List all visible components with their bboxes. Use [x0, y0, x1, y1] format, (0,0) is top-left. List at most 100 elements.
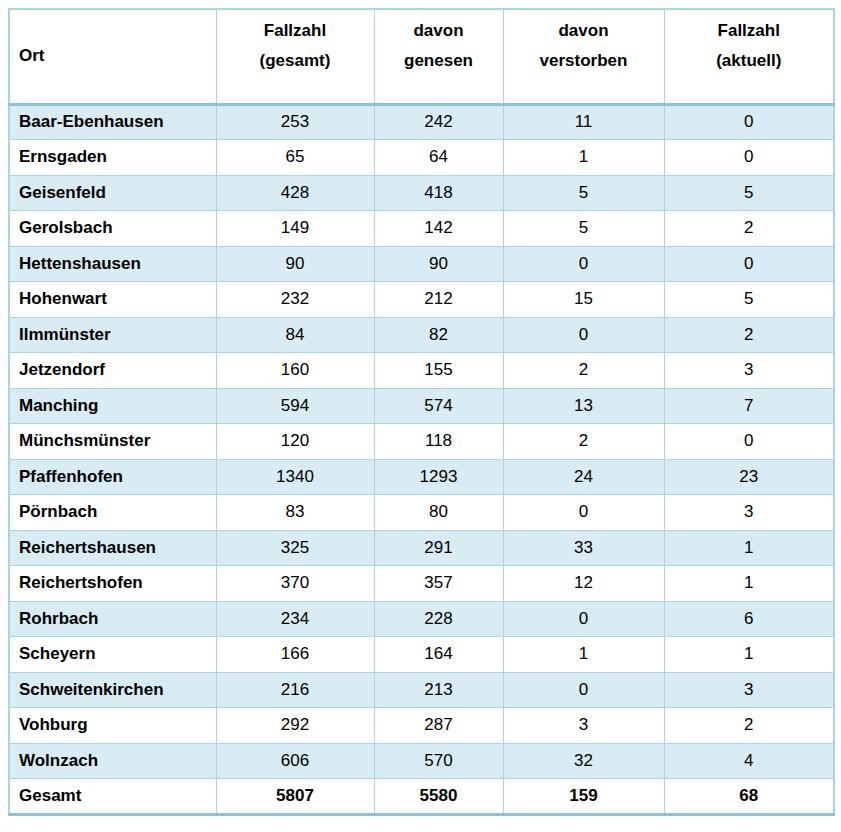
- cell-aktuell: 4: [664, 743, 834, 779]
- cell-aktuell: 2: [664, 317, 834, 353]
- header-line: verstorben: [505, 46, 663, 76]
- cell-aktuell: 1: [664, 637, 834, 673]
- cell-ort: Vohburg: [9, 708, 216, 744]
- cell-gesamt: 65: [216, 140, 374, 176]
- cell-aktuell: 0: [664, 424, 834, 460]
- cell-verstorben: 33: [503, 530, 664, 566]
- cell-ort: Reichertshausen: [9, 530, 216, 566]
- cell-genesen-total: 5580: [374, 779, 503, 815]
- cell-verstorben: 0: [503, 317, 664, 353]
- cell-verstorben: 32: [503, 743, 664, 779]
- cell-genesen: 142: [374, 211, 503, 247]
- page: Ort Fallzahl (gesamt) davon genesen davo…: [0, 0, 841, 824]
- cell-gesamt: 149: [216, 211, 374, 247]
- cell-aktuell: 3: [664, 495, 834, 531]
- cell-genesen: 574: [374, 388, 503, 424]
- table-row: Geisenfeld 428 418 5 5: [9, 175, 834, 211]
- table-row: Gerolsbach 149 142 5 2: [9, 211, 834, 247]
- cell-genesen: 90: [374, 246, 503, 282]
- cell-ort: Münchsmünster: [9, 424, 216, 460]
- cell-ort: Hettenshausen: [9, 246, 216, 282]
- cell-aktuell: 5: [664, 175, 834, 211]
- cell-genesen: 242: [374, 104, 503, 140]
- cell-aktuell: 23: [664, 459, 834, 495]
- table-row: Reichertshausen 325 291 33 1: [9, 530, 834, 566]
- table-row: Manching 594 574 13 7: [9, 388, 834, 424]
- cell-genesen: 357: [374, 566, 503, 602]
- cell-verstorben: 5: [503, 211, 664, 247]
- cell-gesamt: 216: [216, 672, 374, 708]
- cell-verstorben: 0: [503, 672, 664, 708]
- cell-aktuell: 1: [664, 530, 834, 566]
- cell-aktuell: 7: [664, 388, 834, 424]
- header-line: genesen: [376, 46, 502, 76]
- cases-table: Ort Fallzahl (gesamt) davon genesen davo…: [8, 8, 835, 816]
- table-row: Hettenshausen 90 90 0 0: [9, 246, 834, 282]
- cell-ort: Pfaffenhofen: [9, 459, 216, 495]
- cell-aktuell: 0: [664, 104, 834, 140]
- cell-gesamt: 292: [216, 708, 374, 744]
- cell-gesamt: 234: [216, 601, 374, 637]
- cell-verstorben: 24: [503, 459, 664, 495]
- cell-genesen: 64: [374, 140, 503, 176]
- cell-gesamt: 166: [216, 637, 374, 673]
- cell-verstorben: 2: [503, 353, 664, 389]
- header-line: (aktuell): [666, 46, 833, 76]
- header-line: (gesamt): [218, 46, 373, 76]
- cell-gesamt: 253: [216, 104, 374, 140]
- cell-genesen: 228: [374, 601, 503, 637]
- cell-genesen: 213: [374, 672, 503, 708]
- table-row: Jetzendorf 160 155 2 3: [9, 353, 834, 389]
- cell-gesamt: 83: [216, 495, 374, 531]
- cell-verstorben: 3: [503, 708, 664, 744]
- table-row: Reichertshofen 370 357 12 1: [9, 566, 834, 602]
- table-body: Baar-Ebenhausen 253 242 11 0 Ernsgaden 6…: [9, 104, 834, 814]
- cell-aktuell: 3: [664, 672, 834, 708]
- header-line: Fallzahl: [666, 16, 833, 46]
- table-row: Scheyern 166 164 1 1: [9, 637, 834, 673]
- cell-genesen: 291: [374, 530, 503, 566]
- cell-aktuell-total: 68: [664, 779, 834, 815]
- cell-genesen: 80: [374, 495, 503, 531]
- cell-genesen: 1293: [374, 459, 503, 495]
- cell-gesamt-total: 5807: [216, 779, 374, 815]
- cell-verstorben: 0: [503, 246, 664, 282]
- header-line: Fallzahl: [218, 16, 373, 46]
- table-row: Münchsmünster 120 118 2 0: [9, 424, 834, 460]
- table-header: Ort Fallzahl (gesamt) davon genesen davo…: [9, 9, 834, 104]
- cell-gesamt: 370: [216, 566, 374, 602]
- cell-ort: Ernsgaden: [9, 140, 216, 176]
- cell-gesamt: 84: [216, 317, 374, 353]
- cell-genesen: 155: [374, 353, 503, 389]
- cell-gesamt: 1340: [216, 459, 374, 495]
- cell-aktuell: 0: [664, 140, 834, 176]
- cell-ort: Hohenwart: [9, 282, 216, 318]
- table-row: Vohburg 292 287 3 2: [9, 708, 834, 744]
- cell-gesamt: 594: [216, 388, 374, 424]
- cell-genesen: 118: [374, 424, 503, 460]
- cell-genesen: 287: [374, 708, 503, 744]
- cell-gesamt: 606: [216, 743, 374, 779]
- cell-aktuell: 6: [664, 601, 834, 637]
- table-row: Rohrbach 234 228 0 6: [9, 601, 834, 637]
- table-row: Schweitenkirchen 216 213 0 3: [9, 672, 834, 708]
- cell-genesen: 82: [374, 317, 503, 353]
- header-line: davon: [505, 16, 663, 46]
- table-row: Ernsgaden 65 64 1 0: [9, 140, 834, 176]
- cell-ort-total: Gesamt: [9, 779, 216, 815]
- column-header-fallzahl-gesamt: Fallzahl (gesamt): [216, 9, 374, 104]
- cell-gesamt: 160: [216, 353, 374, 389]
- cell-genesen: 570: [374, 743, 503, 779]
- cell-genesen: 212: [374, 282, 503, 318]
- table-row: Pörnbach 83 80 0 3: [9, 495, 834, 531]
- cell-aktuell: 2: [664, 708, 834, 744]
- cell-ort: Jetzendorf: [9, 353, 216, 389]
- cell-gesamt: 90: [216, 246, 374, 282]
- table-row: Baar-Ebenhausen 253 242 11 0: [9, 104, 834, 140]
- cell-verstorben: 15: [503, 282, 664, 318]
- cell-verstorben-total: 159: [503, 779, 664, 815]
- cell-gesamt: 428: [216, 175, 374, 211]
- header-row: Ort Fallzahl (gesamt) davon genesen davo…: [9, 9, 834, 104]
- cell-ort: Gerolsbach: [9, 211, 216, 247]
- cell-aktuell: 1: [664, 566, 834, 602]
